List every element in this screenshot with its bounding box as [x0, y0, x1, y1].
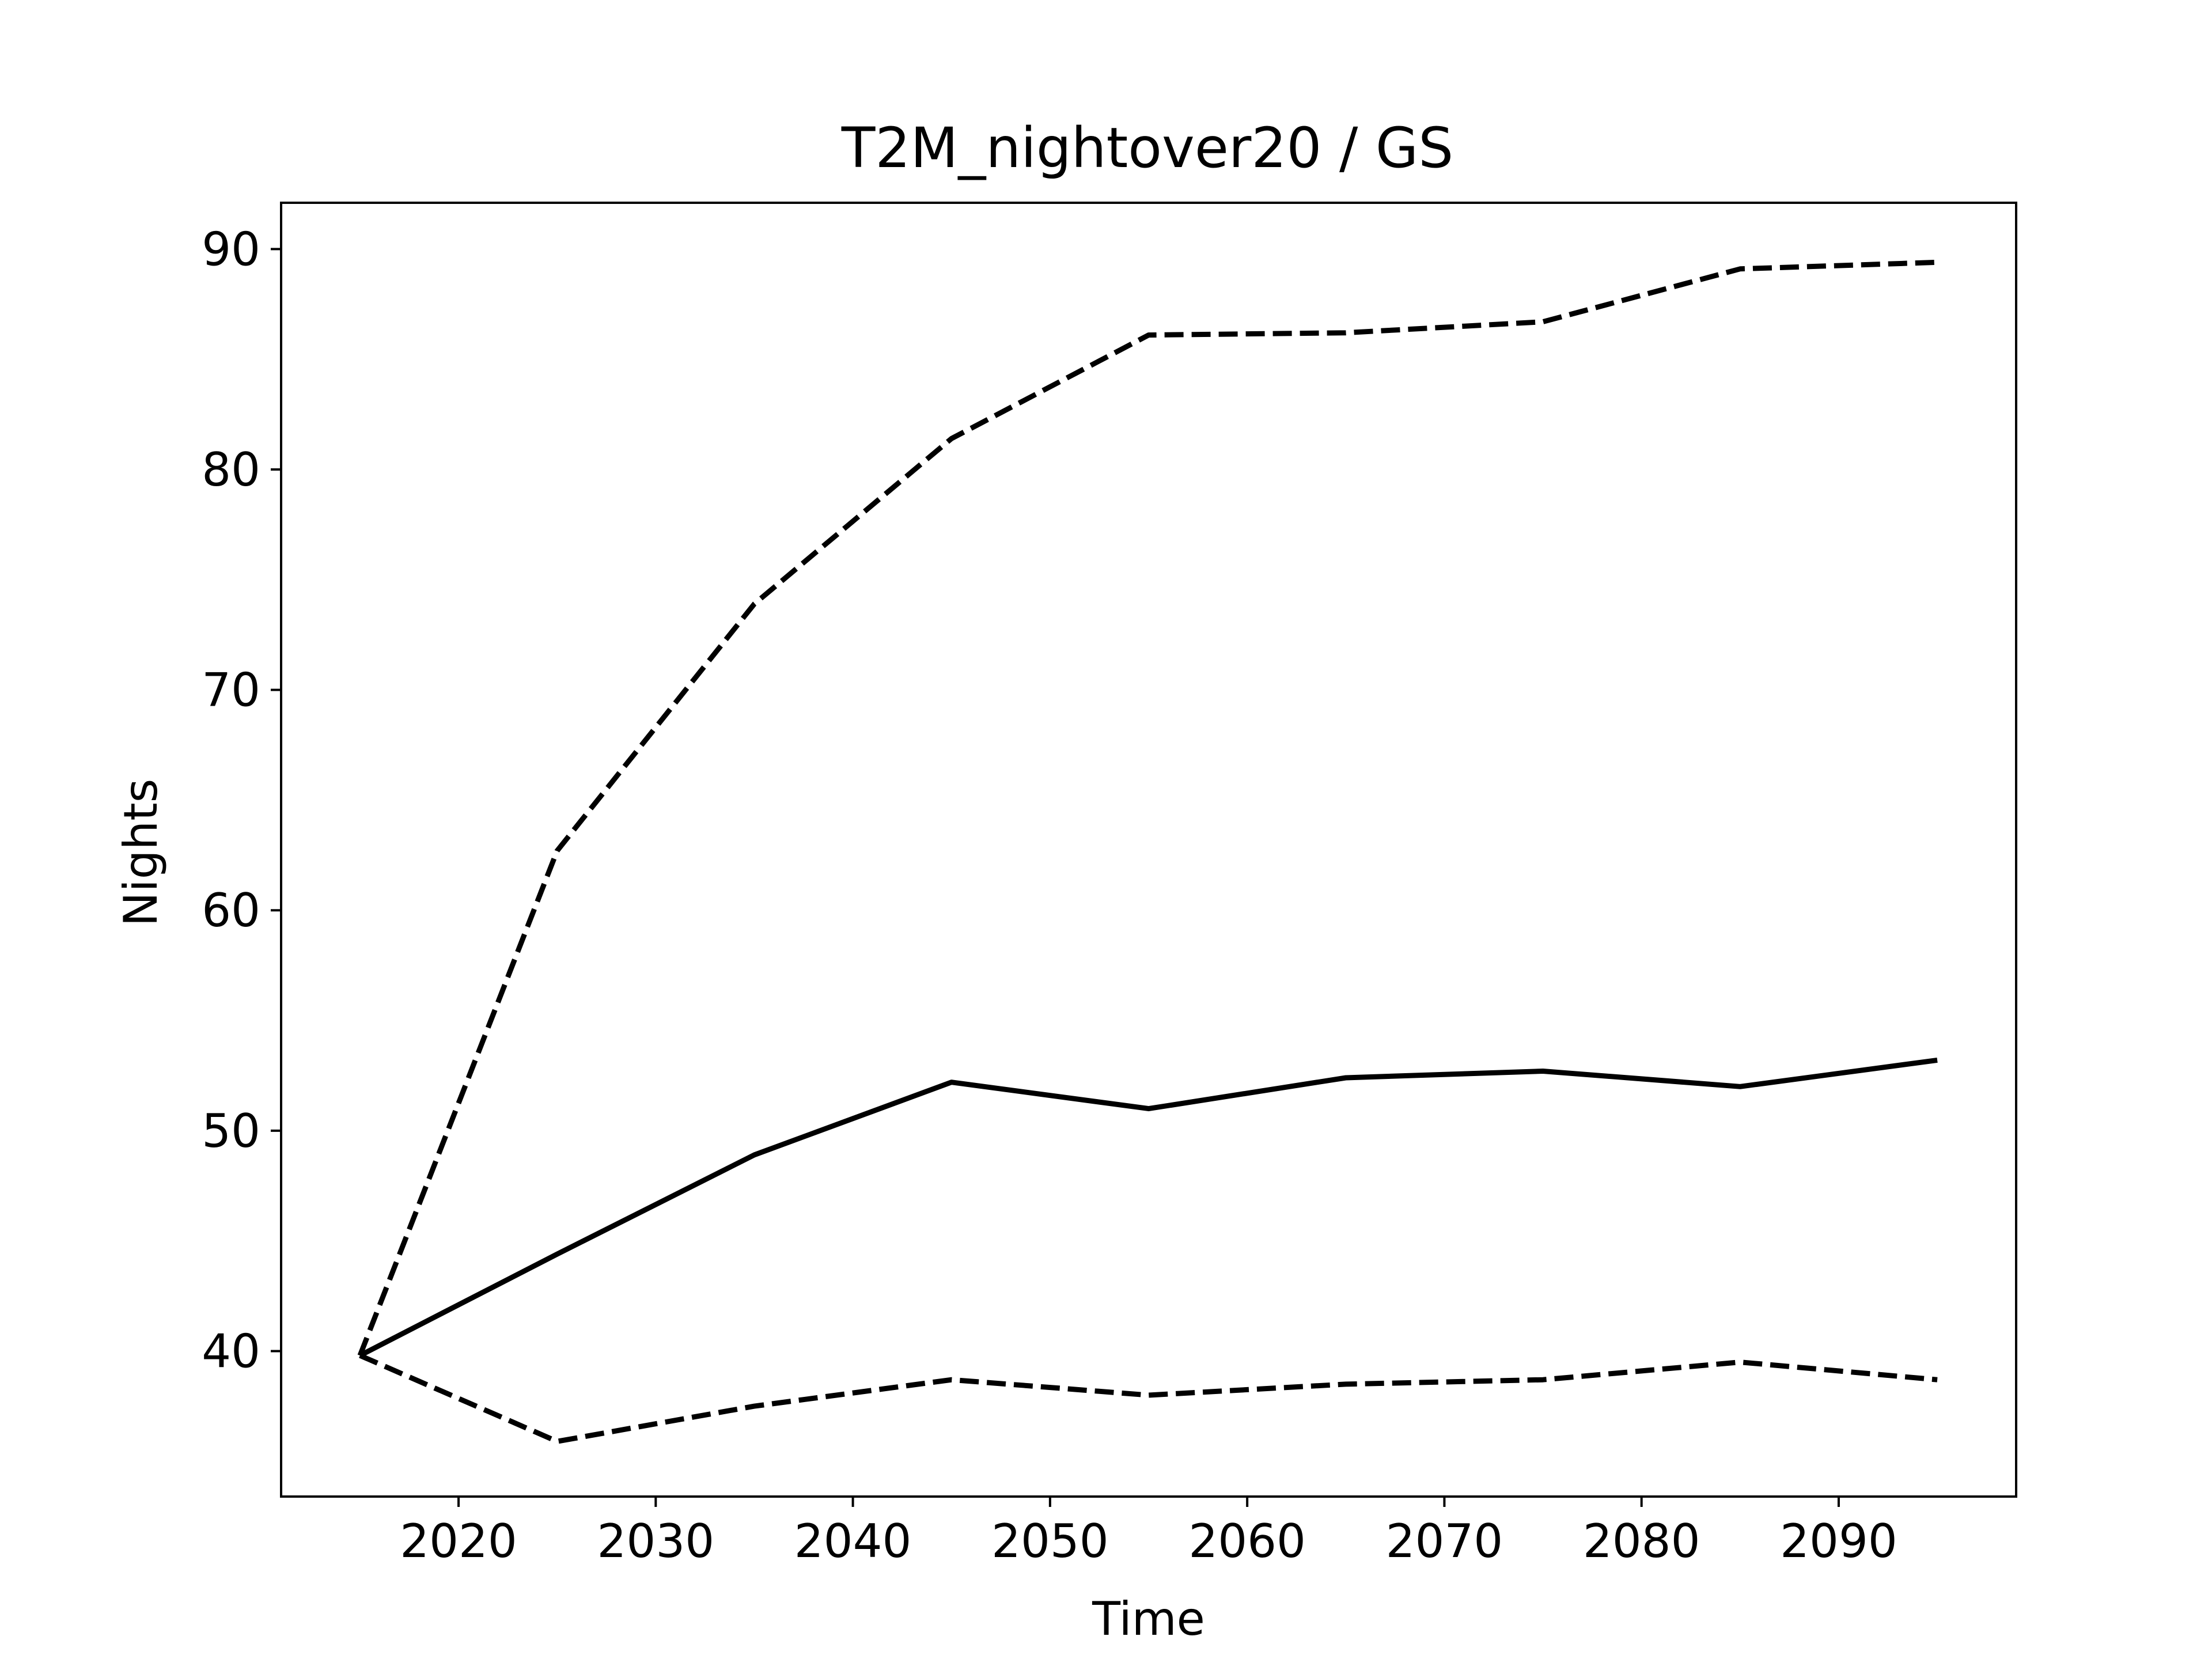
x-axis-ticks: 2020 2030 2040 2050 2060 2070 2080 2090 — [400, 1497, 1897, 1568]
x-tick-label: 2030 — [597, 1514, 715, 1568]
series-layer — [357, 259, 1938, 1444]
y-tick-label: 80 — [202, 443, 260, 497]
x-tick-label: 2070 — [1386, 1514, 1503, 1568]
chart-title: T2M_nightover20 / GS — [841, 116, 1453, 180]
y-axis-ticks: 40 50 60 70 80 90 — [202, 222, 281, 1378]
series-line-1 — [357, 259, 1938, 1357]
x-tick-label: 2040 — [794, 1514, 912, 1568]
x-tick-label: 2060 — [1188, 1514, 1306, 1568]
x-tick-label: 2020 — [400, 1514, 517, 1568]
series-line-3 — [359, 1353, 1938, 1444]
y-tick-label: 50 — [202, 1104, 260, 1158]
y-tick-label: 60 — [202, 884, 260, 937]
series-line-2 — [358, 1057, 1938, 1358]
x-axis-label: Time — [1092, 1592, 1205, 1646]
plot-frame — [280, 202, 2017, 1498]
y-tick-label: 70 — [202, 664, 260, 717]
y-axis-label: Nights — [114, 779, 168, 927]
x-tick-label: 2080 — [1583, 1514, 1700, 1568]
y-tick-label: 90 — [202, 222, 260, 276]
x-tick-label: 2050 — [991, 1514, 1109, 1568]
y-tick-label: 40 — [202, 1324, 260, 1378]
x-tick-label: 2090 — [1780, 1514, 1897, 1568]
